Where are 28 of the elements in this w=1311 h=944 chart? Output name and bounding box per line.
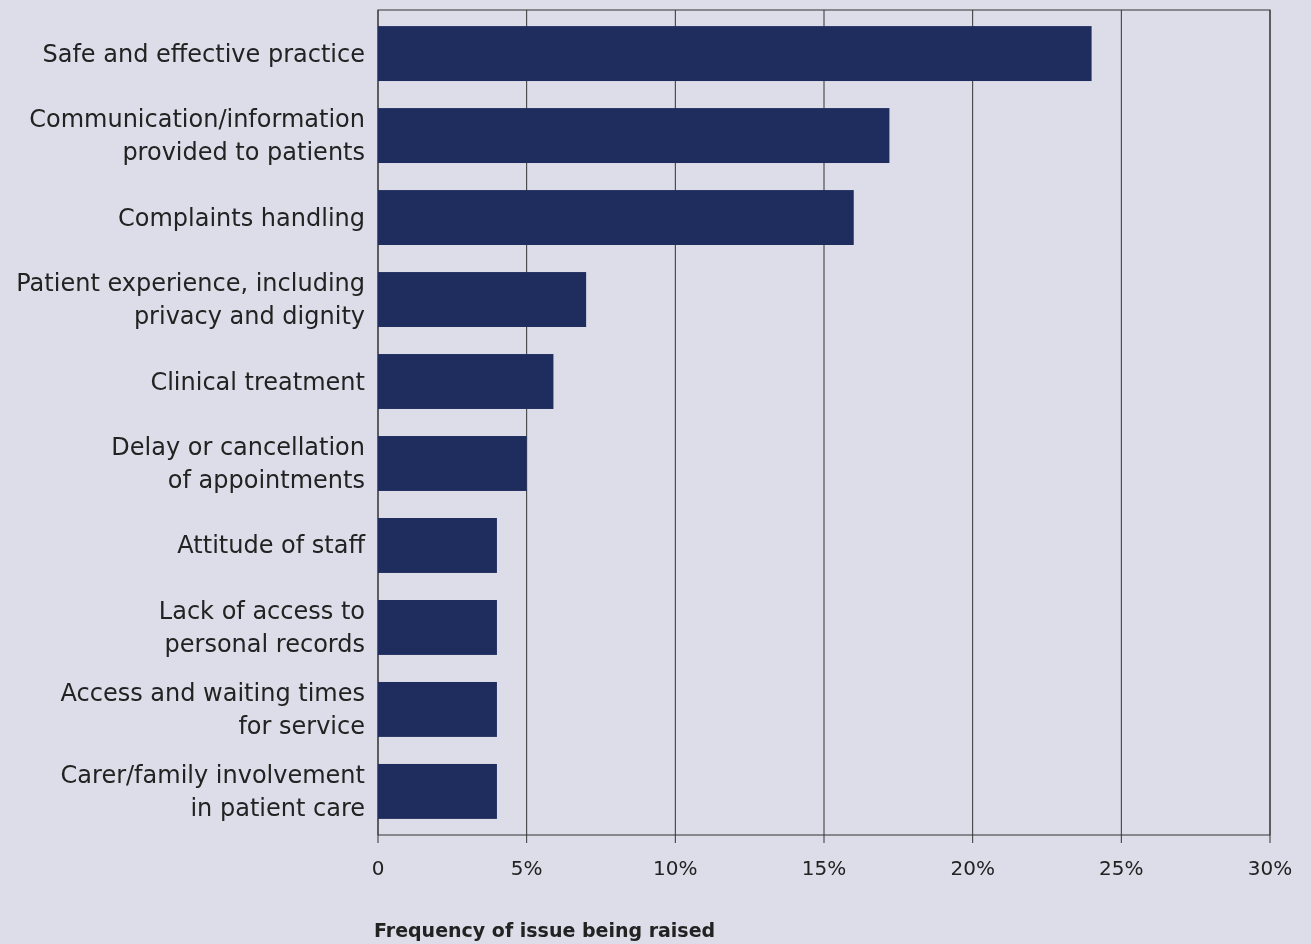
- y-tick-label: Access and waiting times for service: [60, 678, 365, 740]
- bar: [378, 108, 890, 164]
- bar: [378, 681, 497, 737]
- y-tick-label: Clinical treatment: [150, 367, 365, 396]
- y-tick-label: Carer/family involvement in patient care: [60, 760, 365, 822]
- y-tick-label: Lack of access to personal records: [158, 596, 365, 658]
- bar: [378, 518, 497, 573]
- bar: [378, 763, 497, 819]
- bar: [378, 436, 527, 491]
- bar: [378, 600, 497, 655]
- x-tick-label: 15%: [801, 856, 847, 880]
- x-tick-label: 5%: [510, 856, 543, 880]
- x-tick-label: 30%: [1247, 856, 1293, 880]
- y-tick-label: Attitude of staff: [177, 531, 366, 560]
- x-tick-label: 25%: [1099, 856, 1144, 880]
- bar: [378, 26, 1092, 82]
- x-tick-label: 10%: [653, 856, 698, 880]
- x-tick-label: 20%: [950, 856, 995, 880]
- x-axis-title: Frequency of issue being raised: [374, 919, 716, 941]
- x-tick-label: 0: [371, 856, 385, 880]
- bar: [378, 354, 554, 409]
- y-tick-label: Delay or cancellation of appointments: [111, 432, 365, 494]
- y-tick-label: Patient experience, including privacy and dignity: [16, 269, 365, 331]
- y-tick-label: Safe and effective practice: [42, 39, 365, 68]
- y-tick-label: Communication/information provided to patients: [29, 105, 365, 167]
- bar: [378, 190, 854, 245]
- bar: [378, 272, 587, 327]
- y-tick-label: Complaints handling: [118, 203, 365, 232]
